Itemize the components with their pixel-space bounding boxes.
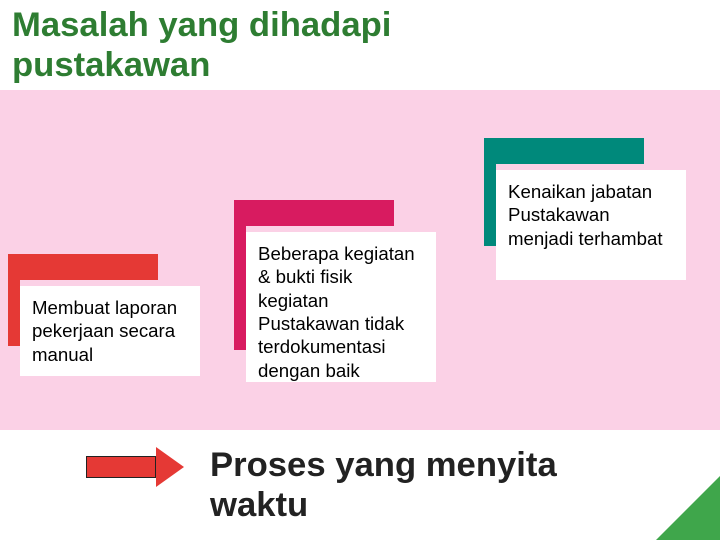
arrow-icon xyxy=(86,447,184,487)
card-accent-top xyxy=(484,138,644,164)
card-2: Beberapa kegiatan & bukti fisik kegiatan… xyxy=(246,232,436,382)
card-text: Membuat laporan pekerjaan secara manual xyxy=(20,286,200,376)
card-accent-top xyxy=(8,254,158,280)
arrow-head-icon xyxy=(156,447,184,487)
card-accent-left xyxy=(8,254,20,346)
arrow-shaft xyxy=(86,456,156,478)
card-accent-top xyxy=(234,200,394,226)
slide: Masalah yang dihadapipustakawan Membuat … xyxy=(0,0,720,540)
conclusion-text: Proses yang menyitawaktu xyxy=(210,446,557,526)
card-text: Beberapa kegiatan & bukti fisik kegiatan… xyxy=(246,232,436,382)
card-accent-left xyxy=(484,138,496,246)
corner-accent-icon xyxy=(656,476,720,540)
slide-title: Masalah yang dihadapipustakawan xyxy=(12,6,391,86)
card-text: Kenaikan jabatan Pustakawan menjadi terh… xyxy=(496,170,686,280)
card-1: Membuat laporan pekerjaan secara manual xyxy=(20,286,200,376)
card-3: Kenaikan jabatan Pustakawan menjadi terh… xyxy=(496,170,686,280)
card-accent-left xyxy=(234,200,246,350)
